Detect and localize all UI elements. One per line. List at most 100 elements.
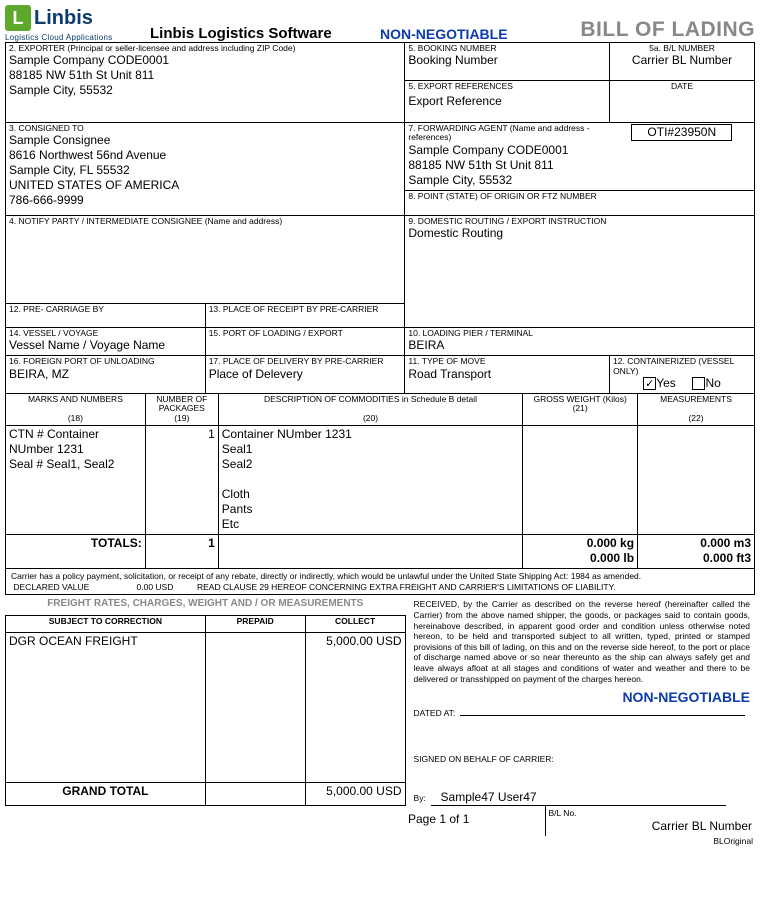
grand-total-amt: 5,000.00 USD xyxy=(305,782,405,805)
box3-line2: 8616 Northwest 56nd Avenue xyxy=(9,148,401,163)
clause-text: READ CLAUSE 29 HEREOF CONCERNING EXTRA F… xyxy=(197,582,616,592)
box12-label: 12. PRE- CARRIAGE BY xyxy=(9,305,202,314)
box14-value: Vessel Name / Voyage Name xyxy=(9,338,202,353)
desc-line6: Etc xyxy=(222,517,239,531)
containerized-no-checkbox[interactable] xyxy=(692,377,705,390)
disclaimer-row: Carrier has a policy payment, solicitati… xyxy=(5,569,755,595)
dated-at-line xyxy=(460,715,745,716)
totals-pkgs: 1 xyxy=(145,535,218,569)
box3-line4: UNITED STATES OF AMERICA xyxy=(9,178,401,193)
desc-line5: Pants xyxy=(222,502,253,516)
commodities-table: MARKS AND NUMBERS (18) NUMBER OF PACKAGES… xyxy=(5,394,755,569)
totals-m3: 0.000 m3 xyxy=(700,536,751,550)
box7-line3: Sample City, 55532 xyxy=(408,173,606,188)
box5-value: Booking Number xyxy=(408,53,606,68)
box5-label: 5. BOOKING NUMBER xyxy=(408,44,606,53)
box7-label: 7. FORWARDING AGENT (Name and address - … xyxy=(408,124,606,143)
col22-num: (22) xyxy=(688,413,703,423)
box14-label: 14. VESSEL / VOYAGE xyxy=(9,329,202,338)
box4-label: 4. NOTIFY PARTY / INTERMEDIATE CONSIGNEE… xyxy=(9,217,401,226)
box5b-label: 5. EXPORT REFERENCES xyxy=(408,82,606,91)
signer-name: Sample47 User47 xyxy=(431,790,726,806)
box2-line1: Sample Company CODE0001 xyxy=(9,53,401,68)
date-label: DATE xyxy=(613,82,751,91)
box3-line1: Sample Consignee xyxy=(9,133,401,148)
box3-line5: 786-666-9999 xyxy=(9,193,401,208)
software-title: Linbis Logistics Software xyxy=(145,25,380,42)
box5a-label: 5a. B/L NUMBER xyxy=(613,44,751,53)
non-negotiable-body: NON-NEGOTIABLE xyxy=(414,689,750,705)
box11-value: Road Transport xyxy=(408,367,606,382)
totals-lb: 0.000 lb xyxy=(590,551,634,565)
box5a-value: Carrier BL Number xyxy=(613,53,751,68)
col19-header: NUMBER OF PACKAGES xyxy=(156,394,207,413)
freight-item: DGR OCEAN FREIGHT xyxy=(6,632,206,782)
col22-header: MEASUREMENTS xyxy=(660,394,732,404)
totals-kg: 0.000 kg xyxy=(587,536,634,550)
by-label: By: xyxy=(414,793,426,803)
col18-num: (18) xyxy=(68,413,83,423)
declared-value: 0.00 USD xyxy=(137,582,174,592)
prepaid-label: PREPAID xyxy=(205,616,305,632)
totals-label: TOTALS: xyxy=(6,535,146,569)
col21-num: (21) xyxy=(573,403,588,413)
containerized-yes-label: Yes xyxy=(656,376,676,390)
logo-tagline: Logistics Cloud Applications xyxy=(5,33,145,42)
signed-label: SIGNED ON BEHALF OF CARRIER: xyxy=(414,754,750,765)
box2-line2: 88185 NW 51th St Unit 811 xyxy=(9,68,401,83)
desc-line2: Seal1 xyxy=(222,442,253,456)
freight-header: FREIGHT RATES, CHARGES, WEIGHT AND / OR … xyxy=(9,598,403,609)
bl-no-label: B/L No. xyxy=(549,808,577,818)
box10-value: BEIRA xyxy=(408,338,751,353)
desc-line4: Cloth xyxy=(222,487,250,501)
box7-line1: Sample Company CODE0001 xyxy=(408,143,606,158)
bottom-section: FREIGHT RATES, CHARGES, WEIGHT AND / OR … xyxy=(5,595,755,806)
declared-value-label: DECLARED VALUE xyxy=(13,582,89,592)
grand-total-label: GRAND TOTAL xyxy=(6,782,206,805)
footer-row: Page 1 of 1 B/L No. Carrier BL Number xyxy=(5,806,755,836)
pkgs-value: 1 xyxy=(145,426,218,535)
box11-label: 11. TYPE OF MOVE xyxy=(408,357,606,366)
marks-line2: Seal # Seal1, Seal2 xyxy=(9,457,114,471)
col18-header: MARKS AND NUMBERS xyxy=(28,394,123,404)
box8-label: 8. POINT (STATE) OF ORIGIN OR FTZ NUMBER xyxy=(408,192,751,201)
containerized-yes-checkbox[interactable]: ✓ xyxy=(643,377,656,390)
box3-label: 3. CONSIGNED TO xyxy=(9,124,401,133)
box2-line3: Sample City, 55532 xyxy=(9,83,401,98)
box16-label: 16. FOREIGN PORT OF UNLOADING xyxy=(9,357,202,366)
col20-num: (20) xyxy=(363,413,378,423)
form-grid: 2. EXPORTER (Principal or seller-license… xyxy=(5,42,755,394)
col20-header: DESCRIPTION OF COMMODITIES in Schedule B… xyxy=(264,394,477,404)
box13-label: 13. PLACE OF RECEIPT BY PRE-CARRIER xyxy=(209,305,402,314)
containerized-no-label: No xyxy=(705,376,720,390)
disclaimer-text: Carrier has a policy payment, solicitati… xyxy=(11,571,749,582)
box17-label: 17. PLACE OF DELIVERY BY PRE-CARRIER xyxy=(209,357,402,366)
non-negotiable-header: NON-NEGOTIABLE xyxy=(380,26,550,42)
box16-value: BEIRA, MZ xyxy=(9,367,202,382)
col19-num: (19) xyxy=(174,413,189,423)
box7-line2: 88185 NW 51th St Unit 811 xyxy=(408,158,606,173)
box7-oti: OTI#23950N xyxy=(631,124,732,141)
page-title: BILL OF LADING xyxy=(550,18,755,42)
page-indicator: Page 1 of 1 xyxy=(405,806,545,836)
received-text: RECEIVED, by the Carrier as described on… xyxy=(414,599,750,684)
desc-line3: Seal2 xyxy=(222,457,253,471)
totals-ft3: 0.000 ft3 xyxy=(703,551,751,565)
marks-line1: CTN # Container NUmber 1231 xyxy=(9,427,99,456)
box9-value: Domestic Routing xyxy=(408,226,751,241)
box17-value: Place of Delevery xyxy=(209,367,402,382)
box12b-label: 12. CONTAINERIZED (VESSEL ONLY) xyxy=(613,357,751,376)
logo-mark: L xyxy=(5,5,31,31)
subject-label: SUBJECT TO CORRECTION xyxy=(6,616,206,632)
box15-label: 15. PORT OF LOADING / EXPORT xyxy=(209,329,402,338)
dated-at-label: DATED AT: xyxy=(414,708,456,718)
freight-collect-amt: 5,000.00 USD xyxy=(305,632,405,782)
desc-line1: Container NUmber 1231 xyxy=(222,427,352,441)
logo-name: Linbis xyxy=(34,7,93,30)
bl-no-value: Carrier BL Number xyxy=(549,819,753,834)
box9-label: 9. DOMESTIC ROUTING / EXPORT INSTRUCTION xyxy=(408,217,751,226)
box2-label: 2. EXPORTER (Principal or seller-license… xyxy=(9,44,401,53)
box10-label: 10. LOADING PIER / TERMINAL xyxy=(408,329,751,338)
box5b-value: Export Reference xyxy=(408,91,606,109)
coll label: COLLECT xyxy=(305,616,405,632)
